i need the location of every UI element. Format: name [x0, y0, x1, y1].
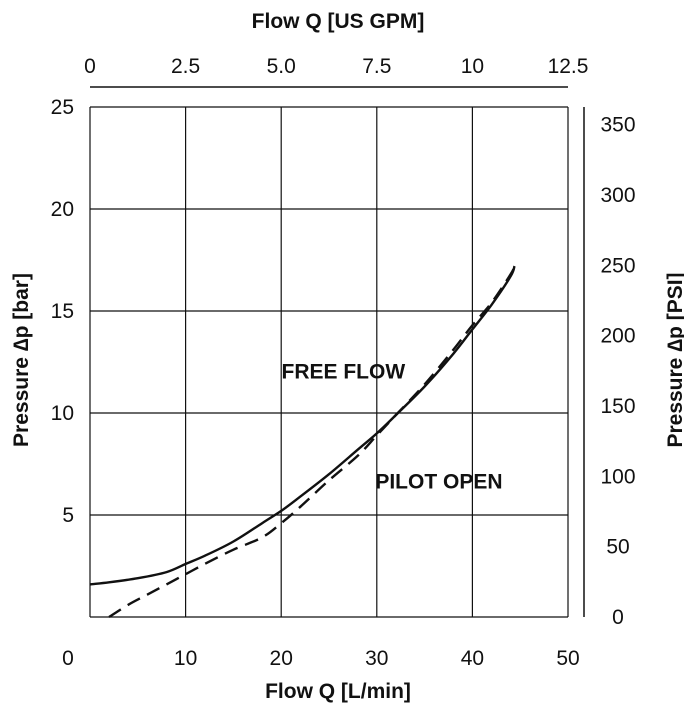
x2-tick-label: 12.5: [548, 55, 589, 78]
y2-tick-label: 350: [600, 114, 635, 137]
y-tick-label: 10: [51, 402, 74, 425]
y2-tick-label: 200: [600, 325, 635, 348]
y2-tick-label: 150: [600, 395, 635, 418]
x2-tick-label: 2.5: [171, 55, 200, 78]
y2-tick-label: 100: [600, 465, 635, 488]
series-line-pilot-open: [108, 265, 516, 619]
x2-tick-label: 0: [84, 55, 96, 78]
x2-axis-title: Flow Q [US GPM]: [252, 10, 425, 33]
y-axis-title: Pressure ∆p [bar]: [10, 273, 33, 447]
y2-tick-label: 250: [600, 254, 635, 277]
x-tick-label: 50: [556, 647, 579, 670]
y-tick-label: 5: [62, 504, 74, 527]
x-tick-label: 30: [365, 647, 388, 670]
x-tick-label: 40: [461, 647, 484, 670]
series-layer: [89, 265, 516, 619]
y-tick-label: 25: [51, 96, 74, 119]
y-tick-label: 20: [51, 198, 74, 221]
y2-tick-label: 50: [606, 536, 629, 559]
x-axis-title: Flow Q [L/min]: [265, 680, 411, 703]
x2-tick-label: 5.0: [267, 55, 296, 78]
series-line-free-flow: [89, 265, 516, 586]
annotation-free-flow: FREE FLOW: [282, 360, 406, 383]
y2-axis-title: Pressure ∆p [PSI]: [664, 272, 684, 447]
x2-tick-label: 10: [461, 55, 484, 78]
axes: [90, 86, 585, 617]
x-tick-label: 10: [174, 647, 197, 670]
y2-tick-label: 300: [600, 184, 635, 207]
y2-tick-label: 0: [612, 606, 624, 629]
annotation-pilot-open: PILOT OPEN: [375, 470, 502, 493]
y-tick-label: 15: [51, 300, 74, 323]
x-tick-label: 20: [270, 647, 293, 670]
x-tick-label: 0: [62, 647, 74, 670]
x2-tick-label: 7.5: [362, 55, 391, 78]
